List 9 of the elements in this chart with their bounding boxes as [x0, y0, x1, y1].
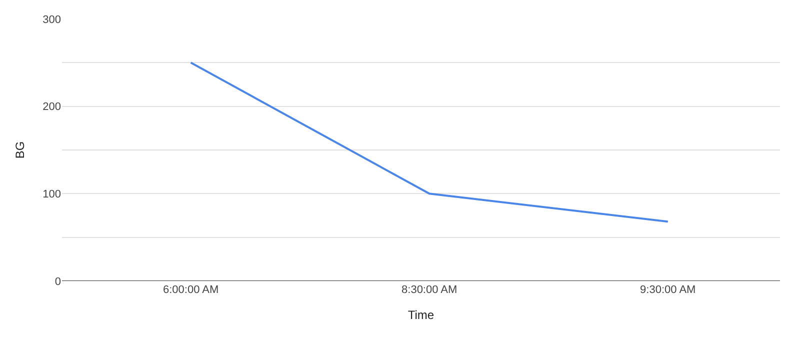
x-tick-label: 8:30:00 AM — [402, 284, 458, 296]
y-tick-label: 300 — [42, 14, 61, 26]
y-tick-label: 100 — [42, 188, 61, 201]
y-tick-label: 0 — [54, 276, 61, 288]
x-tick-label: 9:30:00 AM — [640, 284, 696, 296]
x-axis-title: Time — [408, 308, 434, 322]
y-axis-title: BG — [12, 141, 27, 159]
y-tick-label: 200 — [42, 101, 61, 114]
x-tick-label: 6:00:00 AM — [162, 284, 219, 296]
